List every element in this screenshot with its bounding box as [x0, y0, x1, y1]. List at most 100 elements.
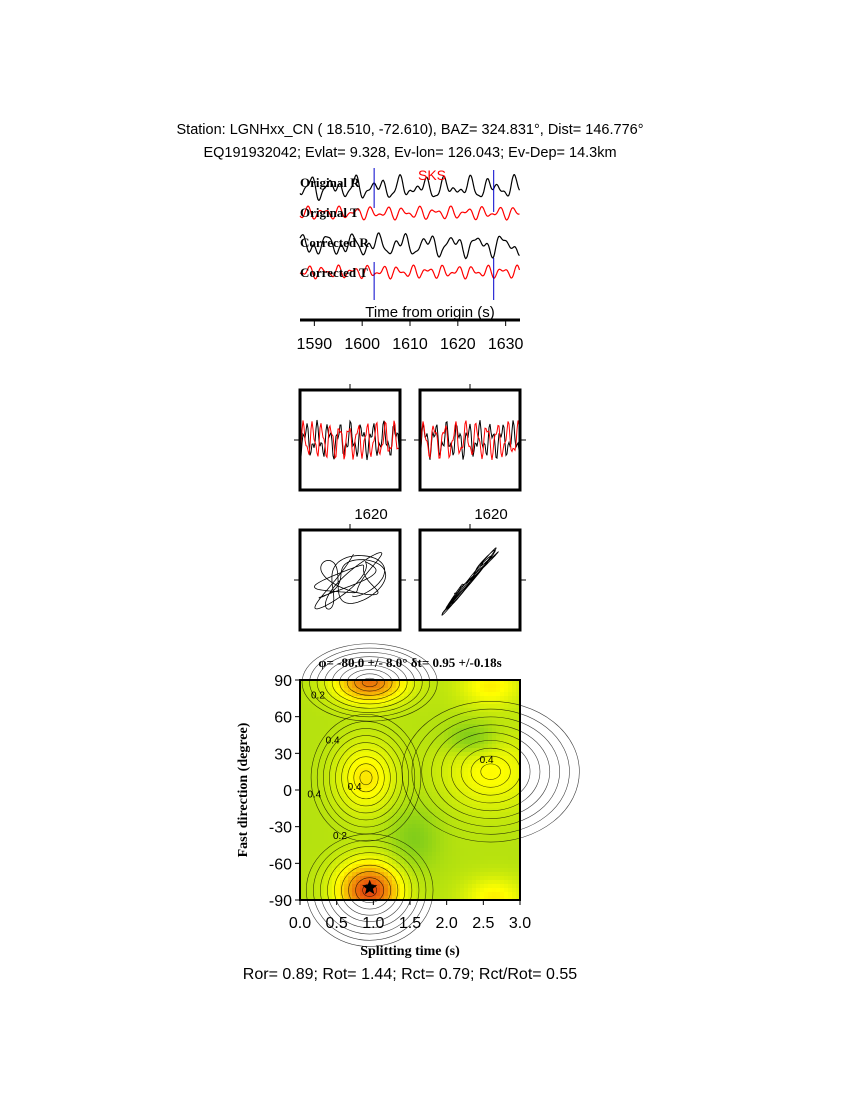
grid-cell — [496, 744, 501, 749]
grid-cell — [396, 788, 401, 793]
grid-cell — [384, 872, 389, 877]
grid-cell — [368, 868, 373, 873]
grid-cell — [308, 884, 313, 889]
grid-cell — [392, 768, 397, 773]
grid-cell — [492, 728, 497, 733]
grid-cell — [340, 752, 345, 757]
grid-cell — [332, 856, 337, 861]
grid-cell — [484, 732, 489, 737]
grid-cell — [492, 860, 497, 865]
grid-cell — [436, 780, 441, 785]
grid-cell — [496, 688, 501, 693]
grid-cell — [340, 688, 345, 693]
grid-cell — [352, 684, 357, 689]
grid-cell — [300, 784, 305, 789]
grid-cell — [332, 840, 337, 845]
grid-cell — [384, 700, 389, 705]
grid-cell — [400, 680, 405, 685]
grid-cell — [376, 896, 381, 901]
grid-cell — [412, 808, 417, 813]
grid-cell — [428, 704, 433, 709]
grid-cell — [512, 684, 517, 689]
grid-cell — [472, 748, 477, 753]
grid-cell — [312, 788, 317, 793]
grid-cell — [388, 876, 393, 881]
contour-label: 0.4 — [480, 755, 494, 766]
grid-cell — [380, 684, 385, 689]
grid-cell — [356, 724, 361, 729]
grid-cell — [460, 760, 465, 765]
grid-cell — [420, 892, 425, 897]
grid-cell — [436, 772, 441, 777]
grid-cell — [380, 800, 385, 805]
grid-cell — [424, 836, 429, 841]
grid-cell — [364, 784, 369, 789]
grid-cell — [328, 892, 333, 897]
grid-cell — [404, 752, 409, 757]
grid-cell — [496, 736, 501, 741]
grid-cell — [328, 728, 333, 733]
grid-cell — [408, 804, 413, 809]
grid-cell — [476, 784, 481, 789]
grid-cell — [360, 844, 365, 849]
grid-cell — [320, 704, 325, 709]
grid-cell — [328, 800, 333, 805]
grid-cell — [412, 704, 417, 709]
grid-cell — [460, 804, 465, 809]
grid-cell — [424, 796, 429, 801]
grid-cell — [444, 848, 449, 853]
grid-cell — [464, 712, 469, 717]
grid-cell — [500, 856, 505, 861]
grid-cell — [424, 704, 429, 709]
grid-cell — [444, 788, 449, 793]
grid-cell — [440, 772, 445, 777]
grid-cell — [432, 760, 437, 765]
grid-cell — [428, 700, 433, 705]
grid-cell — [492, 736, 497, 741]
grid-cell — [380, 776, 385, 781]
grid-cell — [496, 772, 501, 777]
grid-cell — [380, 740, 385, 745]
grid-cell — [300, 728, 305, 733]
grid-cell — [424, 764, 429, 769]
grid-cell — [492, 868, 497, 873]
grid-cell — [360, 788, 365, 793]
grid-cell — [460, 892, 465, 897]
grid-cell — [484, 784, 489, 789]
grid-cell — [328, 792, 333, 797]
grid-cell — [320, 868, 325, 873]
grid-cell — [468, 692, 473, 697]
grid-cell — [320, 852, 325, 857]
grid-cell — [456, 848, 461, 853]
grid-cell — [440, 732, 445, 737]
grid-cell — [356, 808, 361, 813]
grid-cell — [484, 712, 489, 717]
grid-cell — [488, 740, 493, 745]
contour-line — [450, 740, 531, 804]
grid-cell — [484, 796, 489, 801]
grid-cell — [452, 744, 457, 749]
grid-cell — [440, 692, 445, 697]
grid-cell — [304, 880, 309, 885]
grid-cell — [308, 880, 313, 885]
grid-cell — [352, 888, 357, 893]
grid-cell — [300, 776, 305, 781]
grid-cell — [328, 760, 333, 765]
grid-cell — [320, 748, 325, 753]
grid-cell — [508, 680, 513, 685]
grid-cell — [312, 684, 317, 689]
grid-cell — [412, 852, 417, 857]
grid-cell — [484, 848, 489, 853]
grid-cell — [400, 720, 405, 725]
grid-cell — [496, 692, 501, 697]
grid-cell — [472, 824, 477, 829]
grid-cell — [516, 876, 521, 881]
grid-cell — [344, 888, 349, 893]
grid-cell — [428, 724, 433, 729]
grid-cell — [368, 688, 373, 693]
grid-cell — [452, 892, 457, 897]
grid-cell — [396, 680, 401, 685]
grid-cell — [500, 716, 505, 721]
grid-cell — [500, 688, 505, 693]
grid-cell — [300, 736, 305, 741]
